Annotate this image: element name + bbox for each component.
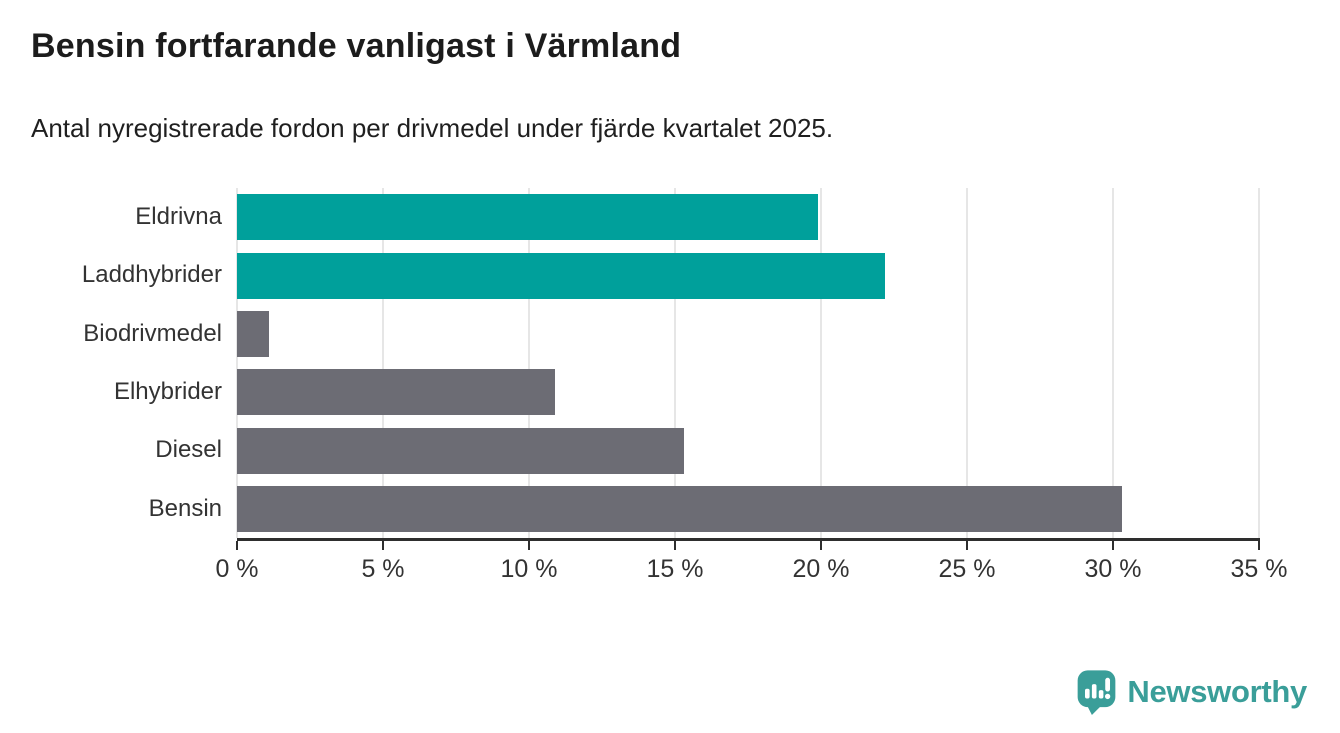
bar-biodrivmedel: [237, 310, 270, 357]
x-axis: 0 % 5 % 10 % 15 % 20 % 25 % 30 % 35 %: [215, 538, 1287, 598]
newsworthy-logo: Newsworthy: [1076, 669, 1307, 715]
gridline-30: [1112, 188, 1114, 538]
category-label-laddhybrider: Laddhybrider: [81, 261, 222, 289]
category-label-elhybrider: Elhybrider: [113, 378, 222, 406]
x-tick-mark-25: [966, 541, 968, 550]
newsworthy-logo-label: Newsworthy: [1127, 674, 1307, 709]
gridline-5: [382, 188, 384, 538]
x-tick-label-25: 25 %: [938, 555, 996, 583]
category-label-biodrivmedel: Biodrivmedel: [83, 319, 222, 347]
x-tick-mark-15: [674, 541, 676, 550]
x-tick-label-10: 10 %: [500, 555, 558, 583]
category-label-diesel: Diesel: [155, 436, 222, 464]
gridline-15: [674, 188, 676, 538]
x-tick-mark-0: [236, 541, 238, 550]
x-tick-label-5: 5 %: [361, 555, 405, 583]
x-tick-mark-30: [1112, 541, 1114, 550]
x-tick-mark-5: [382, 541, 384, 550]
y-axis-labels: Eldrivna Laddhybrider Biodrivmedel Elhybrid…: [0, 188, 222, 538]
bar-laddhybrider: [237, 252, 886, 299]
x-tick-mark-35: [1258, 541, 1260, 550]
chart-subtitle: Antal nyregistrerade fordon per drivmede…: [31, 113, 834, 143]
chart-title: Bensin fortfarande vanligast i Värmland: [31, 27, 682, 65]
plot-area: [236, 188, 1260, 538]
gridline-25: [966, 188, 968, 538]
newsworthy-speech-bubble-chart-icon: [1078, 670, 1116, 715]
x-tick-label-20: 20 %: [792, 555, 850, 583]
x-tick-label-15: 15 %: [646, 555, 704, 583]
category-label-bensin: Bensin: [148, 494, 222, 522]
category-label-eldrivna: Eldrivna: [135, 203, 222, 231]
bar-eldrivna: [237, 194, 819, 241]
x-tick-label-30: 30 %: [1084, 555, 1142, 583]
x-tick-label-0: 0 %: [215, 555, 259, 583]
x-tick-mark-10: [528, 541, 530, 550]
gridline-35: [1258, 188, 1260, 538]
bar-bensin: [237, 485, 1122, 532]
x-axis-line: [237, 538, 1260, 541]
gridline-20: [820, 188, 822, 538]
gridline-10: [528, 188, 530, 538]
x-tick-mark-20: [820, 541, 822, 550]
bar-elhybrider: [237, 369, 556, 416]
x-tick-label-35: 35 %: [1230, 555, 1288, 583]
bar-diesel: [237, 427, 684, 474]
gridline-0: [236, 188, 238, 538]
